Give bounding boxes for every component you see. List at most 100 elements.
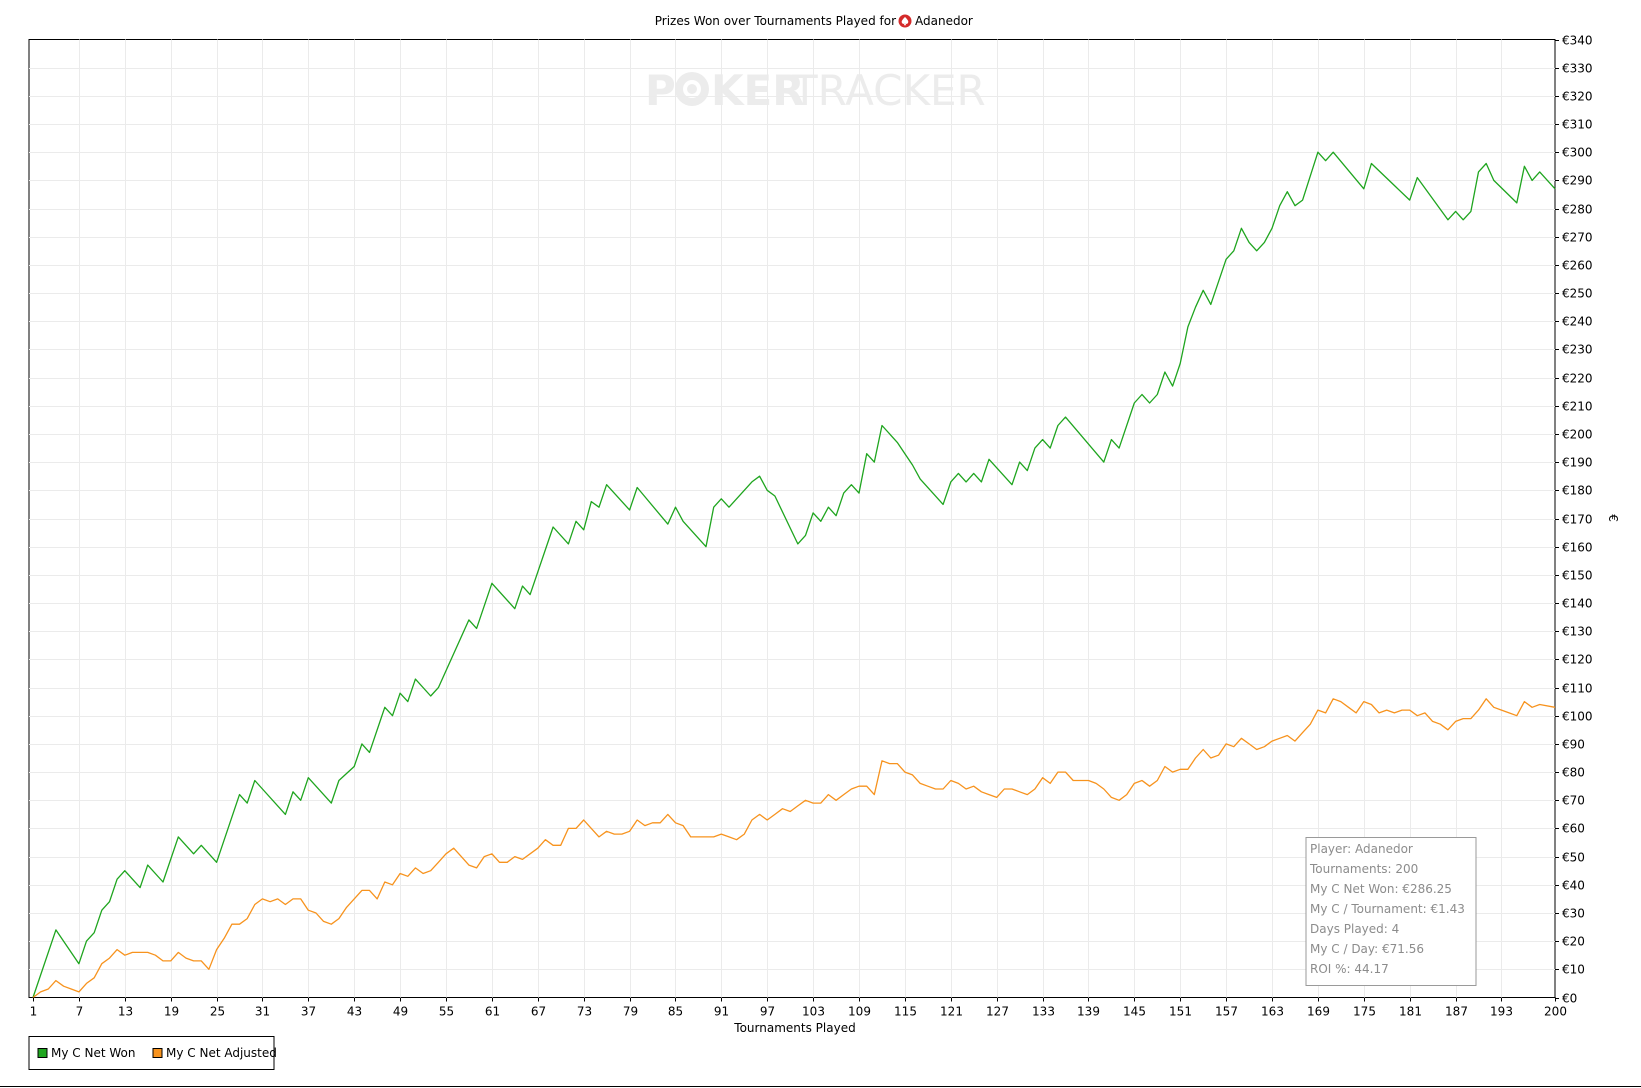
stat-line: My C / Day: €71.56 bbox=[1310, 942, 1424, 956]
y-tick-label: €310 bbox=[1562, 118, 1593, 132]
stat-line: ROI %: 44.17 bbox=[1310, 962, 1389, 976]
x-tick-label: 157 bbox=[1215, 1005, 1238, 1019]
y-tick-label: €140 bbox=[1562, 597, 1593, 611]
x-tick-label: 67 bbox=[531, 1005, 546, 1019]
y-tick-label: €170 bbox=[1562, 513, 1593, 527]
x-tick-label: 121 bbox=[940, 1005, 963, 1019]
y-axis: €0 €10 €20 €30 €40 €50 €60 €70 €80 €90 €100 €110 €12… bbox=[1555, 34, 1593, 1006]
x-tick-label: 187 bbox=[1445, 1005, 1468, 1019]
legend-frame bbox=[28, 1036, 275, 1070]
y-tick-label: €270 bbox=[1562, 231, 1593, 245]
x-tick-label: 193 bbox=[1490, 1005, 1513, 1019]
legend-swatch-my-c-net-won bbox=[37, 1048, 48, 1058]
y-axis-title: € bbox=[1606, 514, 1620, 522]
series-line-my-c-net-won bbox=[32, 151, 1556, 998]
legend: My C Net Won My C Net Adjusted bbox=[28, 1036, 277, 1070]
x-tick-label: 43 bbox=[347, 1005, 362, 1019]
y-tick-label: €110 bbox=[1562, 682, 1593, 696]
legend-swatch-my-c-net-adjusted bbox=[152, 1048, 163, 1058]
y-tick-label: €250 bbox=[1562, 287, 1593, 301]
y-tick-label: €320 bbox=[1562, 90, 1593, 104]
watermark-left: P bbox=[645, 66, 676, 115]
y-tick-label: €100 bbox=[1562, 710, 1593, 724]
watermark-right: TRACKER bbox=[791, 66, 986, 115]
y-tick-label: €120 bbox=[1562, 653, 1593, 667]
stat-line: Player: Adanedor bbox=[1310, 842, 1413, 856]
watermark-middle: KER bbox=[711, 66, 805, 115]
y-tick-label: €90 bbox=[1562, 738, 1585, 752]
x-tick-label: 169 bbox=[1307, 1005, 1330, 1019]
y-tick-label: €340 bbox=[1562, 34, 1593, 48]
stat-line: Tournaments: 200 bbox=[1309, 862, 1418, 876]
y-tick-label: €60 bbox=[1562, 822, 1585, 836]
x-tick-label: 115 bbox=[894, 1005, 917, 1019]
y-tick-label: €40 bbox=[1562, 879, 1585, 893]
y-tick-label: €160 bbox=[1562, 541, 1593, 555]
poker-tracker-watermark: P KER TRACKER bbox=[645, 66, 986, 115]
y-tick-label: €70 bbox=[1562, 794, 1585, 808]
y-tick-label: €280 bbox=[1562, 203, 1593, 217]
x-tick-label: 181 bbox=[1399, 1005, 1422, 1019]
y-tick-label: €190 bbox=[1562, 456, 1593, 470]
legend-label-my-c-net-adjusted: My C Net Adjusted bbox=[166, 1046, 277, 1060]
plot-area bbox=[28, 39, 1556, 998]
y-tick-label: €80 bbox=[1562, 766, 1585, 780]
y-tick-label: €200 bbox=[1562, 428, 1593, 442]
x-tick-label: 175 bbox=[1353, 1005, 1376, 1019]
y-tick-label: €220 bbox=[1562, 372, 1593, 386]
legend-label-my-c-net-won: My C Net Won bbox=[51, 1046, 135, 1060]
grid-lines bbox=[29, 39, 1555, 998]
chart-title: Prizes Won over Tournaments Played for A… bbox=[655, 14, 973, 28]
y-tick-label: €150 bbox=[1562, 569, 1593, 583]
x-tick-label: 31 bbox=[255, 1005, 270, 1019]
x-tick-label: 79 bbox=[623, 1005, 638, 1019]
stat-line: My C Net Won: €286.25 bbox=[1310, 882, 1452, 896]
x-tick-label: 127 bbox=[986, 1005, 1009, 1019]
chart-title-text: Prizes Won over Tournaments Played for bbox=[655, 14, 896, 28]
y-tick-label: €20 bbox=[1562, 935, 1585, 949]
x-tick-label: 97 bbox=[760, 1005, 775, 1019]
series-lines bbox=[32, 151, 1556, 999]
y-tick-label: €240 bbox=[1562, 315, 1593, 329]
x-tick-label: 55 bbox=[439, 1005, 454, 1019]
x-tick-label: 19 bbox=[164, 1005, 179, 1019]
y-tick-label: €330 bbox=[1562, 62, 1593, 76]
x-tick-label: 200 bbox=[1544, 1005, 1567, 1019]
series-line-my-c-net-adjusted bbox=[32, 698, 1556, 999]
y-tick-label: €50 bbox=[1562, 851, 1585, 865]
x-tick-label: 85 bbox=[668, 1005, 683, 1019]
player-stats-frame bbox=[1305, 837, 1477, 986]
x-tick-label: 139 bbox=[1077, 1005, 1100, 1019]
x-tick-label: 91 bbox=[714, 1005, 729, 1019]
stat-line: Days Played: 4 bbox=[1310, 922, 1399, 936]
x-axis-title: Tournaments Played bbox=[733, 1021, 855, 1035]
y-tick-label: €230 bbox=[1562, 343, 1593, 357]
stat-line: My C / Tournament: €1.43 bbox=[1310, 902, 1465, 916]
y-tick-label: €290 bbox=[1562, 174, 1593, 188]
x-axis: 1 7 13 19 25 31 37 43 49 55 61 67 73 79 85 91 97 103 109 11… bbox=[30, 997, 1567, 1019]
x-tick-label: 7 bbox=[76, 1005, 84, 1019]
y-tick-label: €260 bbox=[1562, 259, 1593, 273]
y-tick-label: €10 bbox=[1562, 963, 1585, 977]
x-tick-label: 1 bbox=[30, 1005, 38, 1019]
spade-icon bbox=[898, 14, 912, 28]
x-tick-label: 103 bbox=[802, 1005, 825, 1019]
x-tick-label: 49 bbox=[393, 1005, 408, 1019]
y-tick-label: €0 bbox=[1562, 992, 1577, 1006]
y-tick-label: €210 bbox=[1562, 400, 1593, 414]
x-tick-label: 145 bbox=[1123, 1005, 1146, 1019]
x-tick-label: 151 bbox=[1169, 1005, 1192, 1019]
x-tick-label: 109 bbox=[848, 1005, 871, 1019]
y-tick-label: €300 bbox=[1562, 146, 1593, 160]
x-tick-label: 73 bbox=[577, 1005, 592, 1019]
x-tick-label: 25 bbox=[210, 1005, 225, 1019]
x-tick-label: 61 bbox=[485, 1005, 500, 1019]
y-tick-label: €30 bbox=[1562, 907, 1585, 921]
poker-chip-icon bbox=[675, 72, 709, 106]
y-tick-label: €130 bbox=[1562, 625, 1593, 639]
x-tick-label: 37 bbox=[301, 1005, 316, 1019]
player-stats-box: Player: Adanedor Tournaments: 200 My C Net… bbox=[1305, 837, 1477, 986]
x-tick-label: 163 bbox=[1261, 1005, 1284, 1019]
x-tick-label: 133 bbox=[1032, 1005, 1055, 1019]
